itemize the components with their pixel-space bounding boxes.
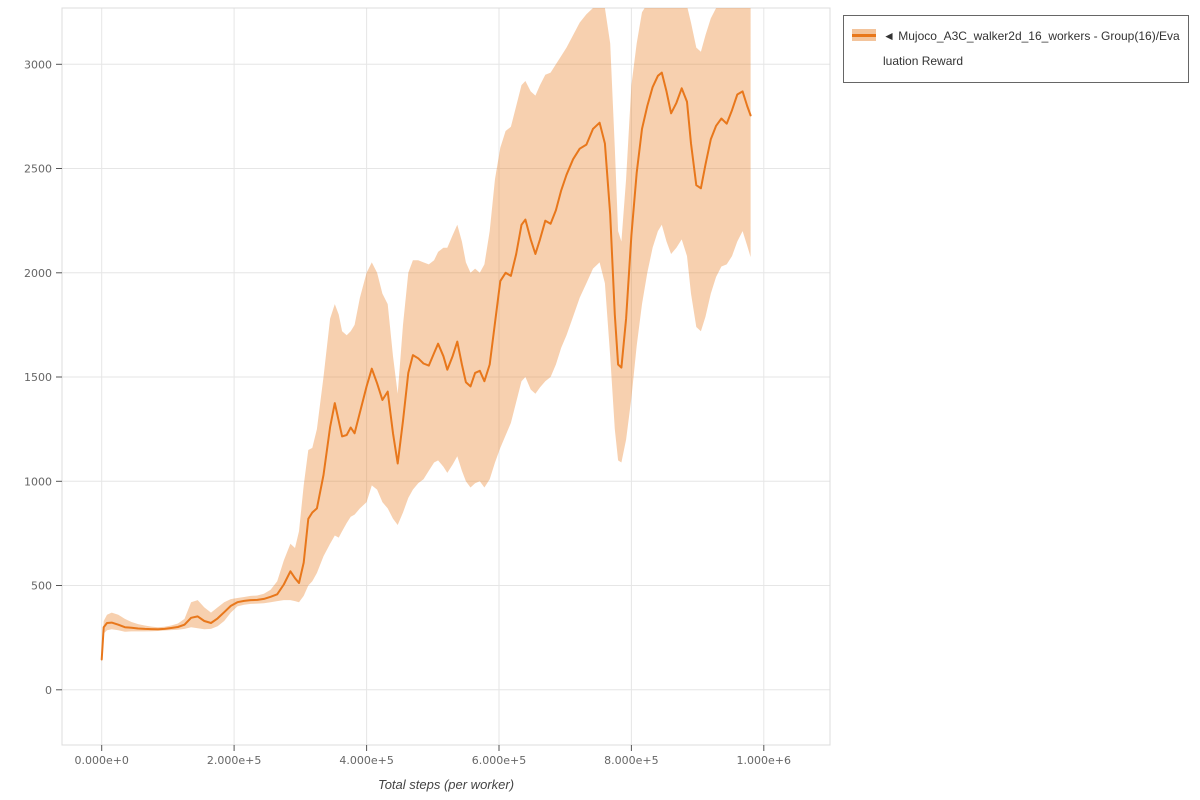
svg-text:0: 0 — [45, 684, 52, 697]
svg-text:2500: 2500 — [24, 163, 52, 176]
svg-text:1500: 1500 — [24, 371, 52, 384]
svg-text:500: 500 — [31, 580, 52, 593]
svg-text:2.000e+5: 2.000e+5 — [207, 754, 261, 767]
svg-text:0.000e+0: 0.000e+0 — [74, 754, 128, 767]
svg-text:1.000e+6: 1.000e+6 — [737, 754, 791, 767]
svg-text:4.000e+5: 4.000e+5 — [339, 754, 393, 767]
legend-label: Mujoco_A3C_walker2d_16_workers - Group(1… — [883, 29, 1180, 69]
legend-entry: ◄ Mujoco_A3C_walker2d_16_workers - Group… — [883, 24, 1180, 74]
svg-text:3000: 3000 — [24, 58, 52, 71]
legend[interactable]: ◄ Mujoco_A3C_walker2d_16_workers - Group… — [843, 15, 1189, 84]
svg-text:8.000e+5: 8.000e+5 — [604, 754, 658, 767]
x-axis-label: Total steps (per worker) — [377, 777, 515, 792]
svg-text:1000: 1000 — [24, 475, 52, 488]
legend-toggle-icon[interactable]: ◄ — [883, 29, 895, 43]
legend-swatch-icon — [852, 29, 876, 41]
svg-text:2000: 2000 — [24, 267, 52, 280]
legend-line-icon — [852, 33, 876, 37]
svg-text:6.000e+5: 6.000e+5 — [472, 754, 526, 767]
